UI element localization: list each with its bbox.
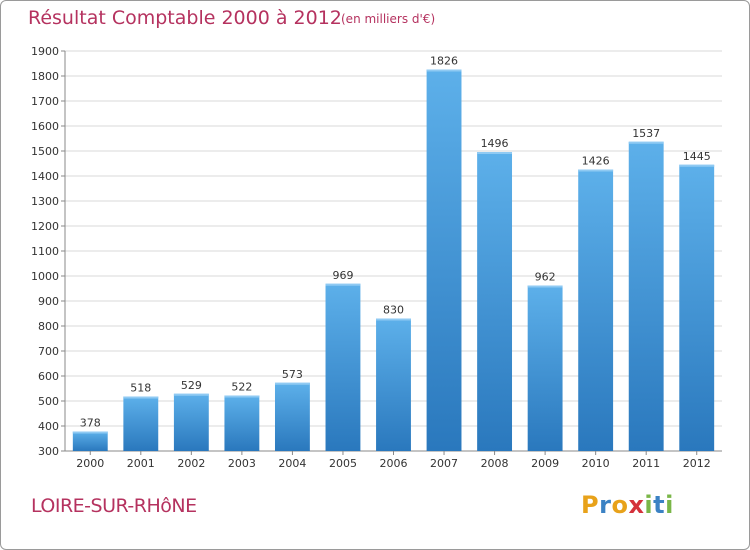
bar-2000 <box>72 431 108 451</box>
value-label: 1445 <box>683 150 711 163</box>
logo-letter: x <box>628 491 645 519</box>
y-tick-label: 1600 <box>31 120 59 133</box>
x-tick-label: 2008 <box>481 457 509 470</box>
y-tick-label: 1500 <box>31 145 59 158</box>
value-label: 969 <box>332 269 353 282</box>
y-tick-label: 600 <box>38 370 59 383</box>
x-tick-label: 2007 <box>430 457 458 470</box>
y-tick-label: 1200 <box>31 220 59 233</box>
chart-title: Résultat Comptable 2000 à 2012 <box>28 7 342 29</box>
y-tick-label: 1700 <box>31 95 59 108</box>
bar-2006 <box>376 318 411 451</box>
bar-2010 <box>578 169 614 451</box>
bar-2012 <box>679 164 715 451</box>
value-label: 378 <box>80 417 101 430</box>
value-label: 830 <box>383 304 404 317</box>
bar-2011 <box>628 141 664 451</box>
bar-2007 <box>426 69 462 451</box>
x-tick-label: 2011 <box>632 457 660 470</box>
logo-letter: P <box>581 491 600 519</box>
bar-2001 <box>123 396 159 451</box>
y-tick-label: 1400 <box>31 170 59 183</box>
x-tick-label: 2010 <box>582 457 610 470</box>
bar-top-highlight <box>527 285 563 288</box>
chart-subtitle: (en milliers d'€) <box>341 12 436 26</box>
bar-top-highlight <box>578 169 614 172</box>
value-label: 1826 <box>430 55 458 68</box>
town-name: LOIRE-SUR-RHôNE <box>31 495 197 517</box>
value-label: 962 <box>535 271 556 284</box>
bar-top-highlight <box>628 141 664 144</box>
logo-letter: t <box>653 491 666 519</box>
x-tick-label: 2009 <box>531 457 559 470</box>
x-tick-label: 2001 <box>127 457 155 470</box>
x-tick-label: 2000 <box>76 457 104 470</box>
x-tick-label: 2003 <box>228 457 256 470</box>
x-tick-label: 2006 <box>380 457 408 470</box>
y-tick-label: 800 <box>38 320 59 333</box>
y-tick-label: 1000 <box>31 270 59 283</box>
y-tick-label: 300 <box>38 445 59 458</box>
value-label: 573 <box>282 368 303 381</box>
x-tick-label: 2012 <box>683 457 711 470</box>
logo-letter: o <box>611 491 629 519</box>
proxiti-logo[interactable]: Proxiti <box>581 491 674 519</box>
bar-top-highlight <box>72 431 108 434</box>
bar-top-highlight <box>477 152 513 154</box>
bar-2004 <box>274 382 310 451</box>
value-label: 522 <box>231 381 252 394</box>
y-tick-label: 500 <box>38 395 59 408</box>
y-tick-label: 1100 <box>31 245 59 258</box>
y-tick-label: 400 <box>38 420 59 433</box>
value-label: 1496 <box>481 137 509 150</box>
labels: 300 400 500 600 700 800 900 1000 1100 1200 1300 140… <box>31 45 711 470</box>
logo-letter: r <box>599 491 612 519</box>
logo-letter: i <box>644 491 654 519</box>
value-label: 518 <box>130 382 151 395</box>
bar-top-highlight <box>325 283 361 286</box>
bar-top-highlight <box>274 382 310 385</box>
x-tick-label: 2002 <box>177 457 205 470</box>
logo-letter: i <box>665 491 674 519</box>
bar-top-highlight <box>679 164 715 167</box>
bar-2008 <box>477 152 513 451</box>
y-tick-label: 1300 <box>31 195 59 208</box>
bar-top-highlight <box>173 393 209 396</box>
bar-2009 <box>527 285 563 451</box>
bar-2005 <box>325 283 361 451</box>
bar-2002 <box>173 393 209 451</box>
y-tick-label: 700 <box>38 345 59 358</box>
bar-top-highlight <box>224 395 260 398</box>
y-tick-label: 1800 <box>31 70 59 83</box>
bar-top-highlight <box>123 396 159 399</box>
x-tick-label: 2005 <box>329 457 357 470</box>
bar-top-highlight <box>426 69 462 72</box>
value-label: 529 <box>181 379 202 392</box>
y-tick-label: 1900 <box>31 45 59 58</box>
value-label: 1537 <box>632 127 660 140</box>
value-label: 1426 <box>582 155 610 168</box>
x-tick-label: 2004 <box>278 457 306 470</box>
bar-top-highlight <box>376 318 411 321</box>
y-tick-label: 900 <box>38 295 59 308</box>
bar-2003 <box>224 395 260 451</box>
bars <box>72 69 715 451</box>
